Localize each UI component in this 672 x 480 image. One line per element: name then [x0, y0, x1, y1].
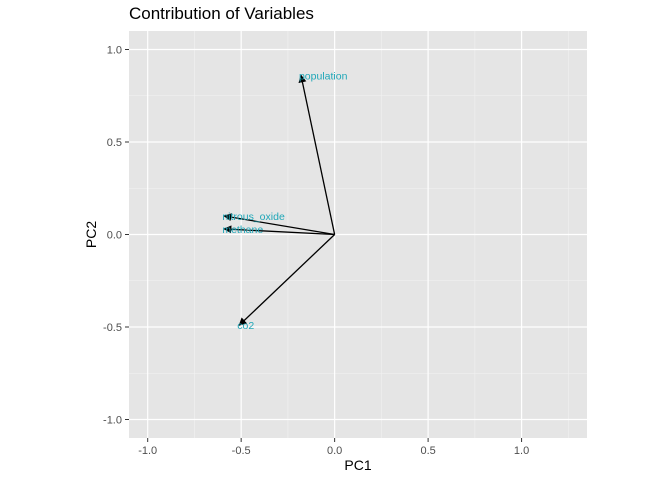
arrow-population [298, 74, 336, 235]
label-co2: co2 [237, 320, 254, 332]
x-axis-title: PC1 [344, 457, 371, 473]
major-gridlines [129, 31, 587, 438]
arrow-co2 [238, 234, 336, 326]
y-tick-label: -1.0 [103, 415, 122, 427]
x-tick-label: -0.5 [232, 445, 251, 457]
x-tick-label: 0.5 [420, 445, 435, 457]
x-tick-label: 1.0 [514, 445, 529, 457]
x-tick-label: -1.0 [138, 445, 157, 457]
y-tick-label: 0.0 [107, 230, 122, 242]
y-axis-title: PC2 [83, 221, 99, 248]
y-tick-label: -0.5 [103, 322, 122, 334]
arrow-nitrous-oxide [223, 213, 335, 236]
label-nitrous-oxide: nitrous_oxide [222, 211, 285, 223]
variable-arrows [223, 74, 336, 326]
y-tick-label: 0.5 [107, 137, 122, 149]
y-axis: -1.0 -0.5 0.0 0.5 1.0 [103, 45, 129, 427]
x-tick-label: 0.0 [327, 445, 342, 457]
label-population: population [299, 70, 348, 82]
label-methane: methane [222, 224, 263, 236]
x-axis: -1.0 -0.5 0.0 0.5 1.0 [138, 438, 529, 457]
chart-title: Contribution of Variables [129, 4, 314, 23]
arrow-methane [223, 225, 335, 236]
y-tick-label: 1.0 [107, 45, 122, 57]
